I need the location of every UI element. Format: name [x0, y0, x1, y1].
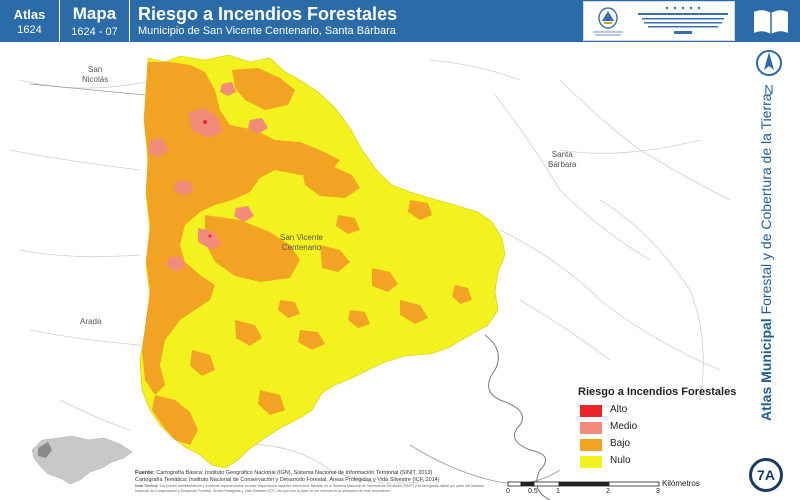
map-label: Mapa — [72, 4, 117, 23]
scale-tick-3: 3 — [656, 488, 660, 495]
place-san-nicolas: San Nicolás — [82, 65, 109, 84]
atlas-vertical-title: Atlas Municipal Forestal y de Cobertura … — [758, 93, 780, 421]
scale-units-label: Kilómetros — [662, 479, 700, 488]
nota-label: Nota Técnica: — [135, 484, 159, 488]
place-arada: Arada — [80, 317, 102, 326]
atlas-vertical-title-bold: Atlas Municipal — [758, 318, 774, 421]
municipal-boundary-lines — [29, 83, 561, 484]
header-bar: Atlas 1624 Mapa 1624 - 07 Riesgo a Incen… — [0, 0, 800, 42]
fuente-text: Cartografía Básica: Instituto Geográfico… — [156, 470, 433, 476]
legend-swatch-medio — [580, 422, 602, 434]
legend-item-nulo: Nulo — [578, 454, 743, 471]
institution-logos — [583, 1, 735, 41]
honduras-inset-map — [31, 435, 133, 485]
credits-line-2: Cartografía Temática: Instituto Nacional… — [135, 476, 440, 483]
alto-risk-zones — [203, 120, 212, 238]
legend-swatch-alto — [580, 405, 602, 417]
atlas-number: 1624 — [17, 24, 42, 36]
source-credits: Fuente: Cartografía Básica: Instituto Ge… — [135, 470, 495, 493]
atlas-label: Atlas — [13, 7, 46, 22]
map-box: Mapa 1624 - 07 — [60, 0, 130, 42]
legend-label-nulo: Nulo — [610, 455, 631, 466]
map-frame: San Nicolás Santa Bárbara San Vicente Ce… — [0, 42, 745, 500]
north-label: N — [764, 82, 773, 97]
scale-tick-2: 2 — [606, 488, 610, 495]
atlas-box: Atlas 1624 — [0, 0, 60, 42]
map-section-badge: 7A — [749, 458, 783, 492]
legend-item-bajo: Bajo — [578, 437, 743, 454]
place-san-vicente-centenario: San Vicente Centenario — [280, 233, 323, 252]
scale-tick-0-5: 0.5 — [528, 488, 538, 495]
scale-tick-0: 0 — [506, 488, 510, 495]
map-title: Riesgo a Incendios Forestales — [138, 4, 398, 24]
honduras-seal-logo — [593, 7, 623, 36]
map-subtitle: Municipio de San Vicente Centenario, San… — [138, 25, 396, 37]
legend-label-medio: Medio — [610, 421, 638, 432]
scale-bar — [507, 481, 660, 487]
icf-logo — [638, 6, 728, 34]
credits-line-1: Fuente: Cartografía Básica: Instituto Ge… — [135, 470, 495, 477]
legend-item-alto: Alto — [578, 403, 743, 420]
open-book-icon — [754, 10, 788, 35]
nota-text: Los límites administrativos y fronteras … — [135, 484, 484, 493]
map-canvas — [9, 54, 731, 500]
fuente-label: Fuente: — [135, 470, 155, 476]
legend-label-alto: Alto — [610, 404, 628, 415]
river — [484, 334, 551, 500]
legend-swatch-bajo — [580, 439, 602, 451]
map-number: 1624 - 07 — [71, 26, 118, 38]
title-box: Riesgo a Incendios Forestales Municipio … — [130, 0, 580, 42]
atlas-vertical-title-rest: Forestal y de Cobertura de la Tierra — [758, 93, 774, 315]
credits-note: Nota Técnica: Los límites administrativo… — [135, 484, 495, 493]
place-santa-barbara: Santa Bárbara — [548, 150, 577, 169]
scale-tick-1: 1 — [556, 488, 560, 495]
legend-label-bajo: Bajo — [610, 438, 631, 449]
legend-title: Riesgo a Incendios Forestales — [578, 386, 737, 398]
legend-item-medio: Medio — [578, 420, 743, 437]
legend-swatch-nulo — [580, 456, 602, 468]
legend: Riesgo a Incendios Forestales Alto Medio… — [578, 386, 743, 471]
bajo-risk-zones — [142, 62, 472, 445]
north-arrow-icon: N — [756, 50, 782, 97]
